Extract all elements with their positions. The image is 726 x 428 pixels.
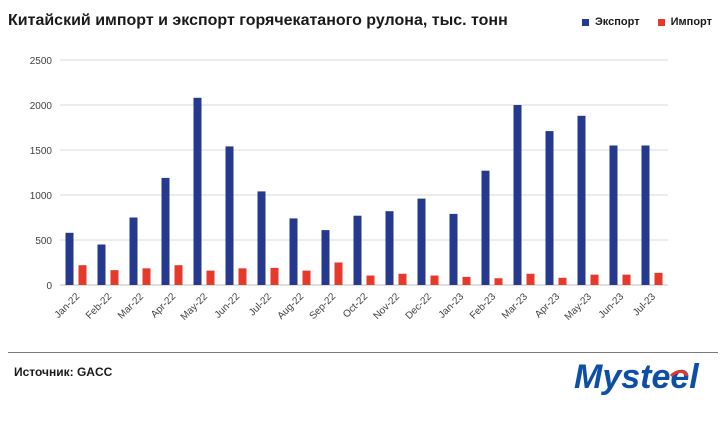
bar-import xyxy=(206,270,215,285)
y-tick-label: 2500 xyxy=(30,56,53,67)
bar-export xyxy=(577,115,586,285)
bar-export xyxy=(417,198,426,285)
x-tick-label: Jul-22 xyxy=(247,291,274,318)
bar-import xyxy=(366,275,375,285)
bar-export xyxy=(353,215,362,285)
legend-item-import: Импорт xyxy=(657,16,712,28)
x-tick-label: Apr-22 xyxy=(149,291,178,320)
bar-import xyxy=(430,275,439,285)
x-tick-label: Dec-22 xyxy=(404,291,435,322)
legend: Экспорт Импорт xyxy=(581,16,712,28)
x-tick-label: Oct-22 xyxy=(341,291,370,320)
x-tick-label: Mar-23 xyxy=(500,291,530,321)
bar-export xyxy=(257,191,266,285)
bar-import xyxy=(622,274,631,285)
bar-import xyxy=(270,267,279,285)
x-tick-label: Jan-23 xyxy=(437,291,467,321)
bar-import xyxy=(238,268,247,285)
x-tick-label: Nov-22 xyxy=(372,291,403,322)
logo-wordmark: Mysteel xyxy=(574,358,700,396)
bar-export xyxy=(129,217,138,285)
x-tick-label: May-23 xyxy=(563,291,595,323)
bar-import xyxy=(142,268,151,285)
bar-import xyxy=(174,265,183,285)
source-note: Источник: GACC xyxy=(14,365,113,379)
x-tick-label: Apr-23 xyxy=(533,291,562,320)
bar-import xyxy=(654,272,663,285)
y-tick-label: 1500 xyxy=(30,146,53,157)
legend-item-export: Экспорт xyxy=(581,16,640,28)
y-tick-label: 0 xyxy=(46,281,52,292)
bar-import xyxy=(462,276,471,285)
x-tick-label: Jun-22 xyxy=(213,291,243,321)
bar-export xyxy=(449,213,458,285)
x-tick-label: Sep-22 xyxy=(308,291,339,322)
bar-export xyxy=(481,170,490,285)
bar-import xyxy=(398,273,407,285)
bar-export xyxy=(513,105,522,285)
bar-export xyxy=(225,146,234,285)
x-tick-label: Mar-22 xyxy=(116,291,146,321)
bar-export xyxy=(321,230,330,285)
legend-swatch-export xyxy=(581,18,589,26)
bar-export xyxy=(385,211,394,285)
bar-export xyxy=(161,177,170,285)
y-tick-label: 1000 xyxy=(30,191,53,202)
bar-import xyxy=(334,262,343,285)
bar-export xyxy=(545,131,554,285)
bar-import xyxy=(302,270,311,285)
x-tick-label: Jan-22 xyxy=(53,291,83,321)
legend-label-import: Импорт xyxy=(670,16,712,28)
mysteel-logo: Mysteel xyxy=(574,358,700,396)
x-tick-label: May-22 xyxy=(179,291,211,323)
x-tick-label: Feb-22 xyxy=(84,291,114,321)
bar-export xyxy=(289,218,298,285)
bar-import xyxy=(494,278,503,285)
bar-import xyxy=(590,274,599,285)
bar-export xyxy=(193,97,202,285)
bar-export xyxy=(641,145,650,285)
bar-export xyxy=(65,232,74,285)
y-tick-label: 2000 xyxy=(30,101,53,112)
x-tick-label: Aug-22 xyxy=(276,291,307,322)
logo-swoosh-icon xyxy=(669,370,689,378)
x-tick-label: Feb-23 xyxy=(468,291,498,321)
bar-import xyxy=(78,265,87,285)
x-tick-label: Jul-23 xyxy=(631,291,658,318)
chart-title: Китайский импорт и экспорт горячекатаног… xyxy=(8,12,508,29)
footer-divider xyxy=(8,352,718,353)
legend-swatch-import xyxy=(657,18,665,26)
x-tick-label: Jun-23 xyxy=(597,291,627,321)
bar-import xyxy=(526,273,535,285)
legend-label-export: Экспорт xyxy=(594,16,640,28)
y-tick-label: 500 xyxy=(35,236,52,247)
bar-export xyxy=(97,244,106,285)
bar-import xyxy=(558,277,567,285)
bar-import xyxy=(110,270,119,285)
bar-export xyxy=(609,145,618,285)
